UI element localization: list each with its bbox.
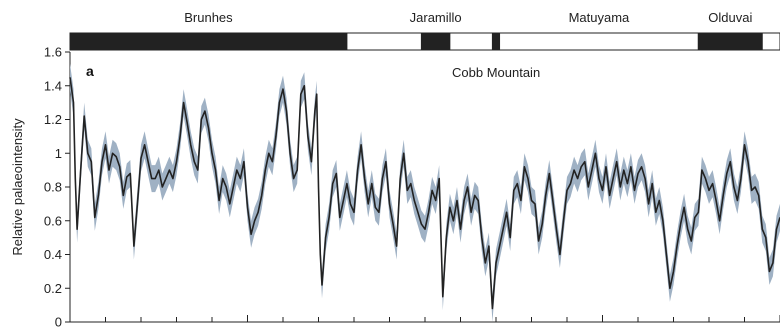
chron-segment-6 (697, 32, 763, 51)
chron-segment-2 (420, 32, 451, 51)
y-tick-label: 0.8 (44, 180, 62, 195)
chron-segment-7 (761, 32, 780, 51)
chron-segment-4 (491, 32, 501, 51)
y-tick-label: 1.2 (44, 112, 62, 127)
y-tick-label: 0.2 (44, 281, 62, 296)
y-axis-ticks: 0 0.2 0.4 0.6 0.8 1 1.2 1.4 1.6 (44, 45, 70, 329)
y-tick-label: 0 (55, 315, 62, 329)
y-tick-label: 0.4 (44, 247, 62, 262)
y-tick-label: 1 (55, 146, 62, 161)
annotation-cobb-mountain: Cobb Mountain (452, 65, 540, 80)
chron-label-0: Brunhes (184, 10, 233, 25)
uncertainty-band (70, 63, 780, 323)
series-line (69, 77, 780, 310)
y-tick-label: 1.6 (44, 45, 62, 60)
chron-segment-5 (499, 32, 699, 51)
chron-label-6: Olduvai (708, 10, 752, 25)
chron-label-5: Matuyama (569, 10, 630, 25)
polarity-chron-labels: Brunhes Jaramillo Matuyama Olduvai (184, 10, 752, 25)
panel-label: a (86, 63, 94, 79)
chron-label-2: Jaramillo (410, 10, 462, 25)
y-axis-label: Relative palaeointensity (10, 118, 25, 256)
polarity-chron-bar (69, 32, 780, 51)
x-axis-ticks (69, 315, 780, 322)
chron-segment-1 (346, 32, 422, 51)
chron-segment-0 (69, 32, 348, 51)
y-tick-label: 1.4 (44, 78, 62, 93)
y-tick-label: 0.6 (44, 213, 62, 228)
chron-segment-3 (449, 32, 493, 51)
